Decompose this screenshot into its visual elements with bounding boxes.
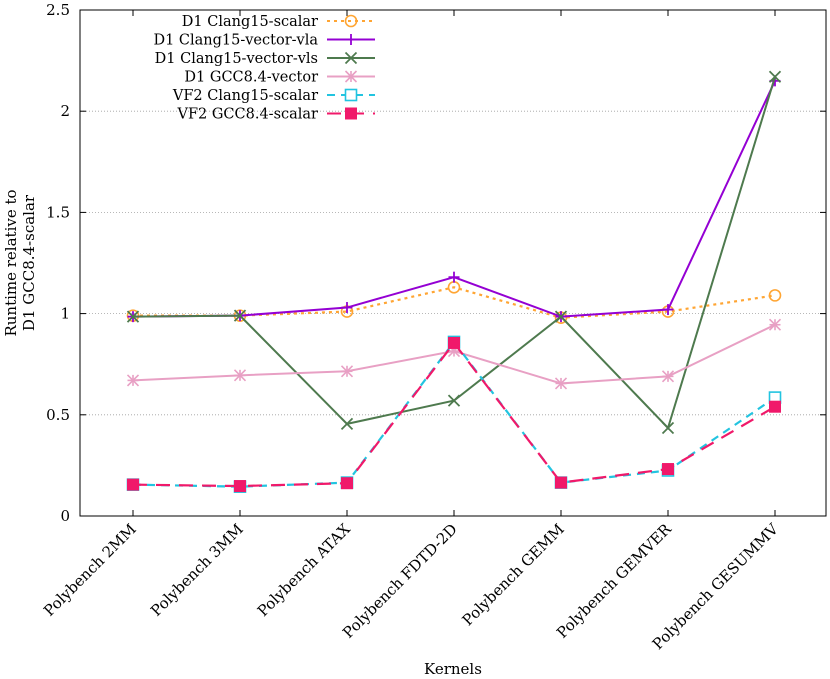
series-6	[127, 336, 781, 493]
legend-marker	[345, 34, 357, 45]
y-tick-label: 0.5	[46, 406, 70, 424]
data-point	[341, 302, 353, 314]
x-axis-label: Kernels	[424, 660, 482, 678]
marker-stroke	[661, 421, 675, 435]
x-tick-label: Polybench GEMM	[459, 520, 568, 629]
x-tick-label: Polybench 2MM	[40, 520, 140, 620]
y-tick-label: 1	[60, 305, 70, 323]
data-point	[554, 377, 568, 390]
data-point	[769, 400, 781, 413]
data-point	[447, 394, 461, 407]
plot-frame	[79, 9, 827, 517]
legend-label: VF2 Clang15-scalar	[172, 88, 318, 104]
legend-label: D1 Clang15-scalar	[182, 14, 318, 30]
y-tick-label: 1.5	[46, 203, 70, 221]
marker-stroke	[344, 70, 358, 83]
legend: D1 Clang15-scalar D1 Clang15-vector-vla D1…	[153, 14, 375, 123]
series-1	[126, 280, 782, 324]
data-point	[448, 271, 460, 283]
series-3	[126, 70, 782, 435]
data-point	[555, 476, 567, 489]
data-point	[768, 318, 782, 331]
data-point	[126, 310, 140, 323]
marker-stroke	[768, 70, 782, 83]
y-axis-label-line-2: D1 GCC8.4-scalar	[20, 194, 38, 331]
marker-stroke	[340, 417, 354, 431]
y-axis: 0 0.5 1 1.5 2 2.5	[46, 1, 826, 525]
marker-stroke	[340, 365, 354, 378]
data-point	[341, 477, 353, 490]
data-point	[662, 463, 674, 476]
x-tick-label: Polybench 3MM	[147, 520, 247, 620]
legend-label: D1 Clang15-vector-vls	[155, 51, 318, 67]
marker-stroke	[447, 394, 461, 407]
x-tick-label: Polybench GEMVER	[553, 520, 675, 642]
legend-marker	[344, 14, 358, 28]
series-line	[133, 286, 776, 319]
legend-label: D1 GCC8.4-vector	[184, 70, 318, 86]
data-point	[661, 421, 675, 435]
x-axis: Polybench 2MM Polybench 3MM Polybench ATAX…	[40, 10, 783, 653]
x-tick-label: Polybench GESUMMV	[649, 519, 783, 653]
data-point	[340, 417, 354, 431]
marker-stroke	[126, 374, 140, 387]
y-tick-label: 2	[60, 102, 70, 120]
legend-marker	[345, 107, 357, 120]
data-point	[127, 478, 139, 491]
y-tick-label: 0	[60, 507, 70, 525]
series-line	[132, 340, 776, 488]
data-point	[661, 370, 675, 383]
data-point	[554, 310, 568, 323]
x-tick-label: Polybench ATAX	[254, 520, 354, 620]
data-point	[662, 304, 674, 316]
marker-stroke	[126, 310, 140, 323]
marker-stroke	[233, 369, 247, 382]
x-tick-label: Polybench FDTD-2D	[339, 520, 461, 642]
marker-stroke	[554, 310, 568, 323]
data-point	[233, 369, 247, 382]
series-line	[132, 341, 776, 488]
y-axis-label-line-1: Runtime relative to	[2, 189, 20, 336]
data-point	[126, 374, 140, 387]
marker-stroke	[768, 318, 782, 331]
marker-stroke	[661, 370, 675, 383]
marker-stroke	[554, 377, 568, 390]
data-point	[340, 365, 354, 378]
series-layer	[126, 70, 782, 493]
data-point	[448, 336, 460, 349]
series-4	[126, 318, 782, 390]
data-point	[768, 289, 782, 302]
legend-marker	[344, 51, 358, 65]
legend-label: D1 Clang15-vector-vla	[153, 33, 318, 49]
y-tick-label: 2.5	[46, 1, 70, 19]
data-point	[233, 309, 247, 322]
marker-stroke	[344, 51, 358, 65]
grid-lines	[80, 110, 826, 416]
legend-marker	[344, 70, 358, 83]
series-5	[126, 335, 782, 493]
data-point	[768, 70, 782, 83]
legend-label: VF2 GCC8.4-scalar	[176, 107, 318, 123]
legend-marker	[344, 88, 358, 102]
data-point	[234, 480, 246, 493]
marker-stroke	[233, 309, 247, 322]
